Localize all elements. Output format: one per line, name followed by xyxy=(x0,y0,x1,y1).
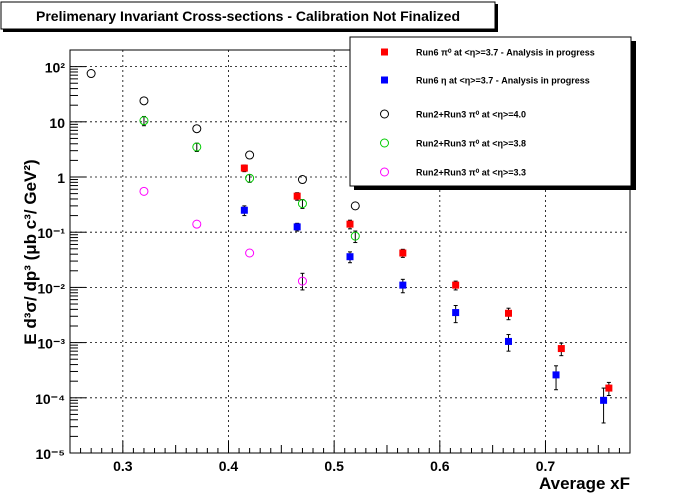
data-point-square xyxy=(240,164,248,172)
legend-marker xyxy=(380,167,389,177)
data-point-square xyxy=(452,281,460,289)
x-tick-label: 0.6 xyxy=(430,458,450,474)
x-axis-title: Average xF xyxy=(539,474,630,493)
legend-frame xyxy=(349,36,632,187)
data-point-square xyxy=(552,371,560,379)
chart-title: Prelimenary Invariant Cross-sections - C… xyxy=(36,8,460,24)
data-point-square xyxy=(346,253,354,261)
y-tick-label: 10⁻³ xyxy=(37,336,65,352)
data-point-circle xyxy=(297,199,307,209)
data-point-circle xyxy=(192,142,202,152)
data-point-square xyxy=(452,309,460,317)
data-point-circle xyxy=(139,186,149,196)
data-point-square xyxy=(557,345,565,353)
data-point-circle xyxy=(245,173,255,183)
data-point-circle xyxy=(350,201,360,211)
y-tick-label: 10⁻¹ xyxy=(37,225,65,241)
data-point-square xyxy=(293,223,301,231)
data-marks xyxy=(86,69,613,424)
x-tick-label: 0.3 xyxy=(113,458,133,474)
title-box: Prelimenary Invariant Cross-sections - C… xyxy=(0,1,498,32)
legend-label: Run2+Run3 π⁰ at <η>=3.3 xyxy=(416,168,526,178)
data-point-square xyxy=(240,206,248,214)
data-point-circle xyxy=(139,96,149,106)
axis-ticks xyxy=(70,49,620,454)
data-point-square xyxy=(600,396,608,404)
data-point-circle xyxy=(86,69,96,79)
data-point-circle xyxy=(297,276,307,286)
data-point-square xyxy=(293,192,301,200)
data-point-circle xyxy=(297,175,307,185)
y-axis-title: E d³σ/ dp³ (μb c³/ GeV²) xyxy=(21,159,40,344)
legend-entries: Run6 π⁰ at <η>=3.7 - Analysis in progres… xyxy=(380,48,595,178)
data-point-square xyxy=(504,337,512,345)
legend: Run6 π⁰ at <η>=3.7 - Analysis in progres… xyxy=(349,36,636,190)
data-point-square xyxy=(346,220,354,228)
legend-label: Run2+Run3 π⁰ at <η>=4.0 xyxy=(416,110,526,120)
legend-marker xyxy=(380,138,389,148)
legend-label: Run2+Run3 π⁰ at <η>=3.8 xyxy=(416,139,526,149)
y-tick-label: 10⁻⁴ xyxy=(35,391,65,407)
x-tick-label: 0.7 xyxy=(536,458,556,474)
legend-marker xyxy=(380,109,389,119)
y-tick-label: 10⁻² xyxy=(37,280,65,296)
data-point-square xyxy=(605,384,613,392)
y-tick-label: 10² xyxy=(45,60,66,76)
data-point-circle xyxy=(245,248,255,258)
data-point-circle xyxy=(192,219,202,229)
data-point-square xyxy=(399,281,407,289)
legend-label: Run6 η at <η>=3.7 - Analysis in progress xyxy=(416,76,590,86)
x-tick-label: 0.4 xyxy=(219,458,239,474)
y-tick-label: 10 xyxy=(49,115,65,131)
data-point-circle xyxy=(350,231,360,241)
data-point-square xyxy=(399,249,407,257)
legend-label: Run6 π⁰ at <η>=3.7 - Analysis in progres… xyxy=(416,48,595,58)
legend-marker xyxy=(381,76,388,84)
y-tick-labels: 10⁻⁵ 10⁻⁴ 10⁻³ 10⁻² 10⁻¹ 1 10 10² xyxy=(35,60,65,462)
title-box-frame xyxy=(0,1,496,30)
data-point-circle xyxy=(139,116,149,126)
y-tick-label: 10⁻⁵ xyxy=(35,446,65,462)
data-point-square xyxy=(504,309,512,317)
x-tick-labels: 0.3 0.4 0.5 0.6 0.7 xyxy=(113,458,555,474)
data-point-circle xyxy=(245,150,255,160)
x-tick-label: 0.5 xyxy=(324,458,344,474)
legend-marker xyxy=(381,48,388,56)
y-tick-label: 1 xyxy=(57,170,65,186)
data-point-circle xyxy=(192,124,202,134)
